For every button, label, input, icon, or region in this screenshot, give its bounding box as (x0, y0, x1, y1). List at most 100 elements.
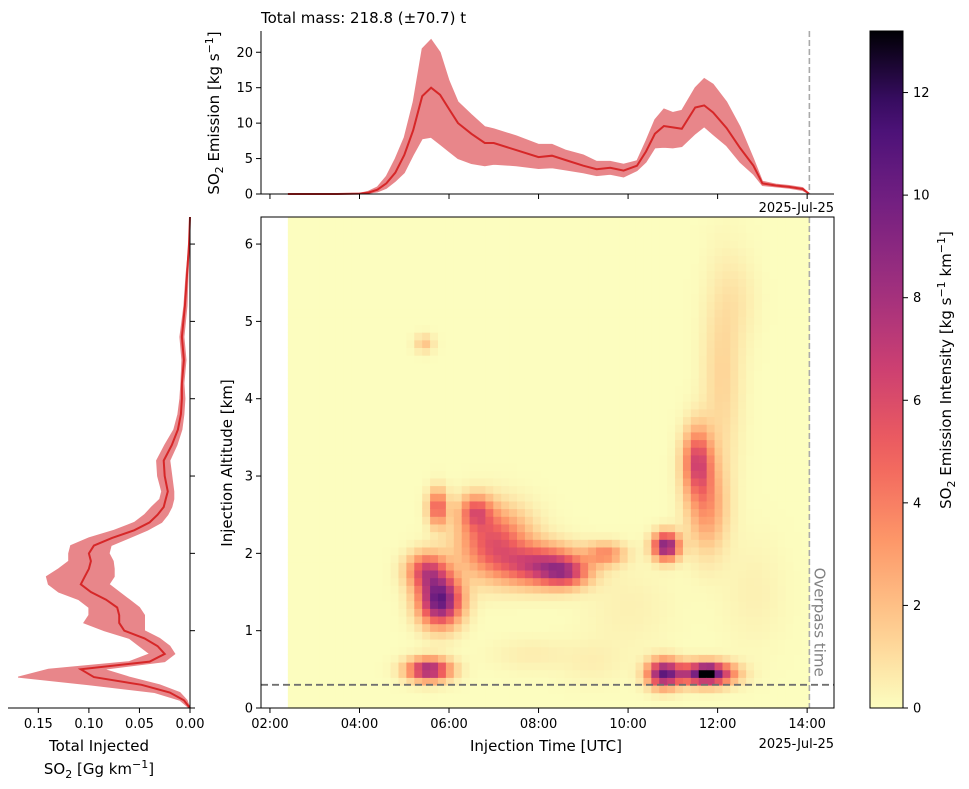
heatmap-cell (793, 309, 803, 318)
heatmap-cell (524, 554, 534, 563)
heatmap-cell (287, 493, 297, 502)
heatmap-cell (690, 700, 700, 709)
heatmap-cell (754, 217, 763, 226)
heatmap-cell (287, 408, 297, 418)
heatmap-cell (738, 454, 747, 464)
heatmap-cell (761, 278, 771, 287)
heatmap-cell (437, 638, 447, 648)
heatmap-cell (540, 569, 550, 579)
heatmap-cell (477, 539, 486, 548)
heatmap-cell (785, 424, 795, 433)
heatmap-cell (493, 263, 502, 272)
heatmap-cell (659, 370, 668, 379)
heatmap-cell (390, 324, 400, 333)
heatmap-cell (738, 485, 747, 494)
heatmap-cell (509, 217, 518, 226)
heatmap-cell (517, 362, 526, 372)
heatmap-cell (540, 355, 550, 364)
heatmap-cell (627, 539, 637, 548)
heatmap-cell (635, 700, 645, 709)
heatmap-cell (769, 401, 779, 410)
heatmap-cell (556, 447, 566, 456)
heatmap-cell (572, 608, 581, 617)
heatmap-cell (706, 401, 716, 410)
heatmap-cell (730, 700, 739, 709)
heatmap-cell (651, 217, 660, 226)
heatmap-cell (422, 485, 431, 494)
heatmap-cell (635, 301, 645, 310)
heatmap-cell (627, 424, 637, 433)
heatmap-cell (730, 217, 739, 226)
heatmap-cell (675, 531, 684, 540)
heatmap-cell (287, 431, 297, 441)
heatmap-cell (517, 470, 526, 479)
heatmap-cell (319, 623, 328, 632)
heatmap-cell (596, 385, 605, 395)
heatmap-cell (343, 316, 352, 325)
heatmap-cell (437, 217, 447, 226)
heatmap-cell (572, 692, 581, 701)
heatmap-cell (801, 516, 810, 525)
heatmap-cell (588, 416, 597, 425)
heatmap-cell (469, 585, 479, 594)
heatmap-cell (398, 546, 407, 556)
heatmap-cell (627, 615, 637, 625)
heatmap-cell (682, 638, 692, 648)
heatmap-cell (366, 585, 376, 594)
heatmap-cell (793, 608, 803, 617)
heatmap-cell (485, 431, 494, 441)
heatmap-cell (335, 263, 344, 272)
heatmap-cell (659, 247, 668, 256)
heatmap-cell (382, 539, 392, 548)
heatmap-cell (343, 477, 352, 487)
heatmap-cell (548, 255, 558, 264)
heatmap-cell (453, 447, 463, 456)
heatmap-cell (690, 623, 700, 632)
heatmap-cell (627, 362, 637, 372)
heatmap-cell (754, 362, 763, 372)
heatmap-cell (445, 493, 455, 502)
heatmap-cell (509, 631, 518, 640)
heatmap-cell (556, 585, 566, 594)
heatmap-cell (453, 439, 463, 448)
heatmap-cell (374, 554, 384, 563)
heatmap-cell (588, 562, 597, 571)
heatmap-cell (556, 385, 566, 395)
heatmap-cell (485, 562, 494, 571)
heatmap-cell (682, 224, 692, 233)
heatmap-cell (793, 355, 803, 364)
heatmap-cell (461, 539, 471, 548)
heatmap-cell (793, 638, 803, 648)
heatmap-cell (437, 247, 447, 256)
heatmap-cell (390, 385, 400, 395)
heatmap-cell (754, 684, 763, 694)
heatmap-cell (754, 332, 763, 341)
heatmap-cell (366, 516, 376, 525)
colorbar-tick-label: 0 (913, 702, 921, 717)
heatmap-cell (754, 592, 763, 602)
heatmap-cell (635, 278, 645, 287)
heatmap-cell (398, 684, 407, 694)
heatmap-cell (461, 270, 471, 279)
heatmap-cell (619, 684, 629, 694)
heatmap-cell (611, 700, 621, 709)
heatmap-cell (437, 362, 447, 372)
heatmap-cell (564, 546, 573, 556)
heatmap-cell (619, 608, 629, 617)
heatmap-cell (453, 385, 463, 395)
heatmap-cell (659, 263, 668, 272)
heatmap-cell (414, 546, 423, 556)
heatmap-cell (635, 569, 645, 579)
heatmap-cell (580, 485, 589, 494)
heatmap-cell (430, 638, 439, 648)
heatmap-cell (524, 623, 534, 632)
heatmap-cell (327, 554, 336, 563)
heatmap-cell (540, 623, 550, 632)
heatmap-cell (351, 546, 360, 556)
heatmap-cell (746, 615, 755, 625)
heatmap-cell (311, 263, 321, 272)
heatmap-cell (406, 301, 415, 310)
heatmap-cell (761, 623, 771, 632)
heatmap-cell (390, 240, 400, 249)
heatmap-cell (793, 646, 803, 655)
